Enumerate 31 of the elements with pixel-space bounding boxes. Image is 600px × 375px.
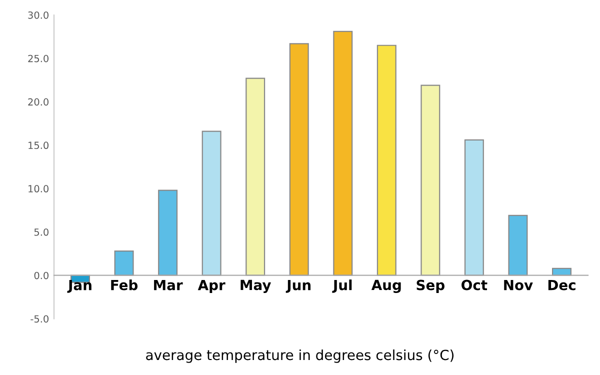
bar xyxy=(508,214,528,276)
bar xyxy=(246,78,266,276)
bar xyxy=(376,44,396,276)
y-tick-label: 20.0 xyxy=(28,98,48,106)
y-tick-label: 5.0 xyxy=(34,228,48,236)
x-tick-label: Feb xyxy=(111,280,138,290)
x-tick-label: Apr xyxy=(198,280,226,293)
x-tick-label: Mar xyxy=(154,280,183,290)
x-tick-label: Jun xyxy=(286,280,310,293)
bar xyxy=(158,190,178,276)
x-tick-label: Jul xyxy=(332,280,352,293)
y-tick-label: -5.0 xyxy=(30,315,48,323)
x-tick-label: Sep xyxy=(416,280,444,293)
x-tick-label: Aug xyxy=(371,280,401,293)
x-tick-label: Dec xyxy=(548,280,576,290)
x-tick-label: Nov xyxy=(504,280,533,290)
y-tick-label: 15.0 xyxy=(28,142,48,150)
y-tick-label: 30.0 xyxy=(28,11,48,19)
x-axis-title: average temperature in degrees celsius (°C) xyxy=(146,349,454,363)
bar xyxy=(202,130,222,276)
x-tick-label: Oct xyxy=(462,280,488,290)
bar xyxy=(464,139,484,276)
bar xyxy=(420,84,440,276)
bar xyxy=(289,43,309,276)
y-tick-label: 25.0 xyxy=(28,54,48,62)
x-tick-label: Jan xyxy=(67,280,92,293)
x-tick-label: May xyxy=(240,280,271,293)
bar xyxy=(114,250,134,276)
bar xyxy=(333,30,353,276)
y-tick-label: 10.0 xyxy=(28,185,48,192)
y-tick-label: 0.0 xyxy=(34,272,48,280)
